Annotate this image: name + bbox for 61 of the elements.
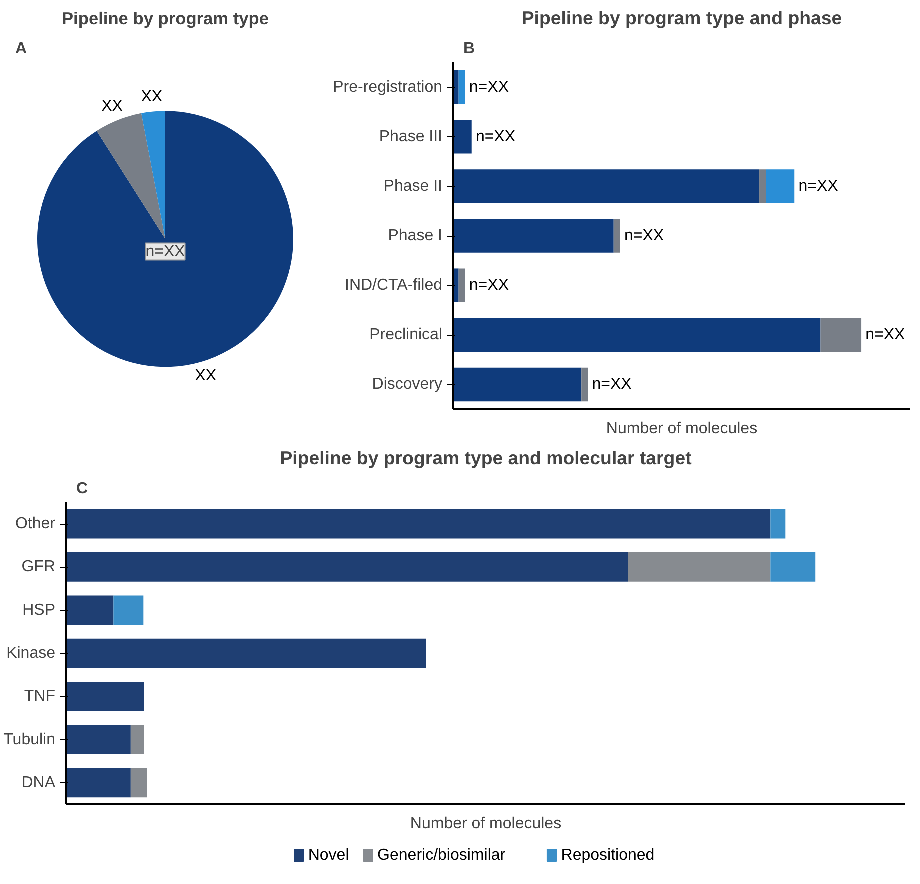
y-tick-label: Other xyxy=(15,516,56,533)
bar xyxy=(628,552,771,582)
data-label: XX xyxy=(102,98,124,116)
bar xyxy=(582,368,588,402)
bar xyxy=(130,768,148,798)
bar xyxy=(66,596,114,626)
data-label: XX xyxy=(141,88,163,106)
bar xyxy=(820,318,862,352)
y-tick-label: Phase I xyxy=(388,228,443,244)
legend-label: Generic/biosimilar xyxy=(378,847,506,864)
bar xyxy=(66,725,131,754)
total-label: n=XX xyxy=(592,376,632,394)
bar xyxy=(66,552,628,582)
total-label: n=XX xyxy=(476,128,516,146)
y-tick-label: Preclinical xyxy=(370,326,443,344)
bar xyxy=(454,318,821,352)
bar xyxy=(66,768,131,798)
y-tick-label: Phase III xyxy=(379,128,443,146)
y-tick-label: Tubulin xyxy=(4,731,56,748)
y-tick-label: TNF xyxy=(24,688,56,706)
total-label: n=XX xyxy=(798,178,839,195)
bar xyxy=(760,170,766,204)
bar xyxy=(66,509,771,539)
bar xyxy=(770,509,786,539)
bar xyxy=(454,219,614,253)
text: C xyxy=(76,480,88,498)
y-tick-label: GFR xyxy=(22,558,56,576)
text: n=XX xyxy=(146,243,186,260)
legend-label: Repositioned xyxy=(561,847,655,864)
chart-title: Pipeline by program type xyxy=(62,8,270,28)
bar xyxy=(458,70,466,104)
bar xyxy=(130,725,144,754)
chart-title: Pipeline by program type and molecular target xyxy=(280,448,692,468)
x-axis-title: Number of molecules xyxy=(410,816,562,832)
total-label: n=XX xyxy=(469,277,510,294)
bar xyxy=(766,170,795,204)
bar xyxy=(66,682,144,712)
bar xyxy=(770,552,816,582)
y-tick-label: DNA xyxy=(22,774,56,792)
bar xyxy=(614,219,620,253)
data-label: XX xyxy=(195,368,217,385)
y-tick-label: Kinase xyxy=(6,645,56,662)
y-tick-label: Phase II xyxy=(384,178,442,195)
x-axis-title: Number of molecules xyxy=(606,420,758,438)
y-tick-label: Discovery xyxy=(372,376,442,394)
y-tick-label: Pre-registration xyxy=(333,78,442,96)
total-label: n=XX xyxy=(624,228,664,244)
y-tick-label: IND/CTA-filed xyxy=(345,277,443,294)
chart-title: Pipeline by program type and phase xyxy=(522,8,842,28)
y-tick-label: HSP xyxy=(22,602,56,619)
legend-label: Novel xyxy=(308,847,350,864)
bar xyxy=(458,268,466,302)
text: B xyxy=(464,40,476,58)
bar xyxy=(66,638,426,668)
bar xyxy=(114,596,144,626)
bar xyxy=(454,120,472,154)
total-label: n=XX xyxy=(469,78,510,96)
bar xyxy=(454,368,582,402)
text: A xyxy=(16,40,28,58)
bar xyxy=(454,170,760,204)
total-label: n=XX xyxy=(866,326,906,344)
